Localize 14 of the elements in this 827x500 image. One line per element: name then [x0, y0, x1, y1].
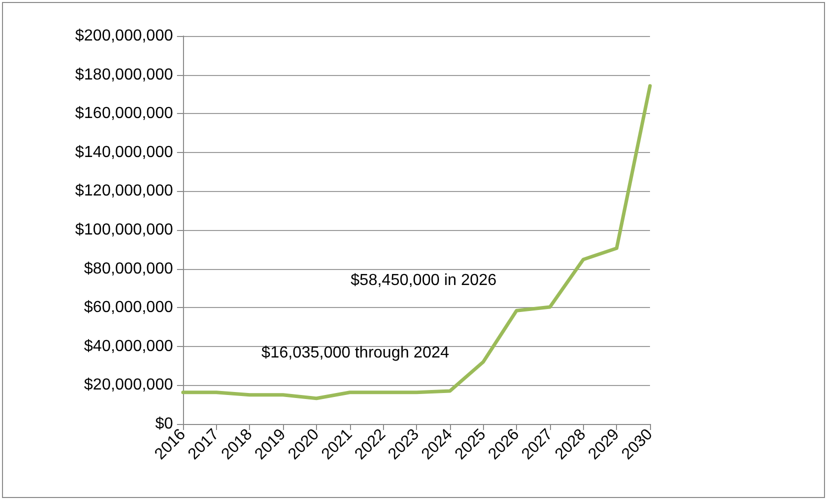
y-tick-label: $120,000,000 — [75, 182, 174, 200]
y-tick-label: $40,000,000 — [84, 338, 174, 355]
y-tick-label: $160,000,000 — [75, 105, 174, 122]
y-tick-label: $0 — [155, 416, 174, 432]
y-tick-label: $60,000,000 — [84, 299, 174, 316]
annotation: $16,035,000 through 2024 — [261, 344, 450, 362]
line-series — [181, 84, 652, 400]
y-tick-label: $140,000,000 — [75, 144, 174, 161]
y-tick-label: $80,000,000 — [84, 260, 174, 278]
y-tick-label: $200,000,000 — [75, 28, 174, 44]
y-tick-label: $100,000,000 — [75, 222, 174, 238]
annotation: $58,450,000 in 2026 — [350, 272, 497, 290]
y-tick-label: $180,000,000 — [75, 66, 174, 84]
y-tick-label: $20,000,000 — [84, 376, 174, 394]
